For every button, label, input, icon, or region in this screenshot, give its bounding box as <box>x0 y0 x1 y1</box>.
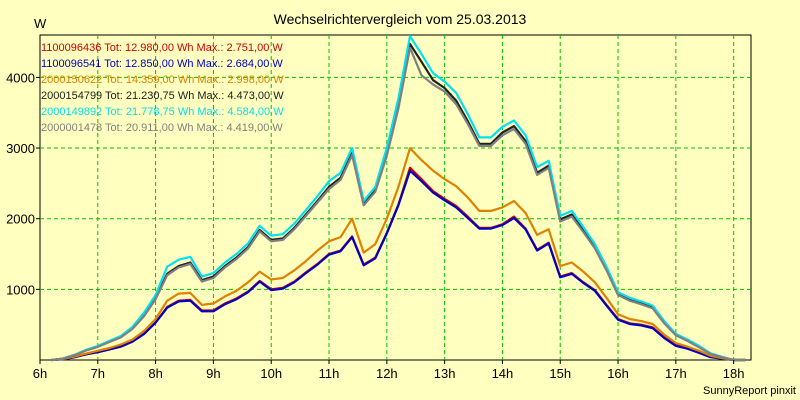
y-tick-label: 1000 <box>6 282 35 297</box>
chart-title: Wechselrichtervergleich vom 25.03.2013 <box>274 11 527 27</box>
series-line-2000001478 <box>51 46 746 362</box>
axis-layer: 6h 7h 8h 9h 10h 11h 12h 13h 14h 15h 16h 17h 18h 1000 2… <box>6 70 744 381</box>
x-tick-label: 12h <box>376 366 398 381</box>
y-tick-label: 4000 <box>6 70 35 85</box>
x-tick-label: 10h <box>260 366 282 381</box>
x-tick-label: 14h <box>492 366 514 381</box>
x-tick-label: 9h <box>206 366 220 381</box>
x-tick-label: 18h <box>723 366 745 381</box>
series-line-2000150622 <box>51 147 746 362</box>
y-tick-label: 3000 <box>6 141 35 156</box>
legend-entry-2000149892: 2000149892 Tot: 21.778,75 Wh Max.: 4.584… <box>41 106 284 118</box>
legend-entry-1100096541: 1100096541 Tot: 12.850,00 Wh Max.: 2.684… <box>41 58 283 70</box>
grid <box>40 35 751 360</box>
x-tick-label: 17h <box>665 366 687 381</box>
legend: 1100096436 Tot: 12.980,00 Wh Max.: 2.751… <box>41 42 284 134</box>
footer-credit: SunnyReport pinxit <box>703 385 796 397</box>
x-tick-label: 13h <box>434 366 456 381</box>
legend-entry-2000150622: 2000150622 Tot: 14.359,00 Wh Max.: 2.998… <box>41 74 284 86</box>
series-layer <box>51 34 746 362</box>
y-axis-unit: W <box>34 16 47 31</box>
x-tick-label: 7h <box>91 366 105 381</box>
series-line-2000149892 <box>51 34 746 362</box>
y-tick-label: 2000 <box>6 212 35 227</box>
legend-entry-2000154799: 2000154799 Tot: 21.230,75 Wh Max.: 4.473… <box>41 90 284 102</box>
x-tick-label: 15h <box>549 366 571 381</box>
x-tick-label: 6h <box>33 366 47 381</box>
legend-entry-2000001478: 2000001478 Tot: 20.911,00 Wh Max.: 4.419… <box>41 122 283 134</box>
x-tick-label: 11h <box>319 366 340 381</box>
legend-entry-1100096436: 1100096436 Tot: 12.980,00 Wh Max.: 2.751… <box>41 42 283 54</box>
series-line-1100096541 <box>51 169 746 362</box>
x-tick-label: 8h <box>148 366 162 381</box>
x-tick-label: 16h <box>607 366 629 381</box>
